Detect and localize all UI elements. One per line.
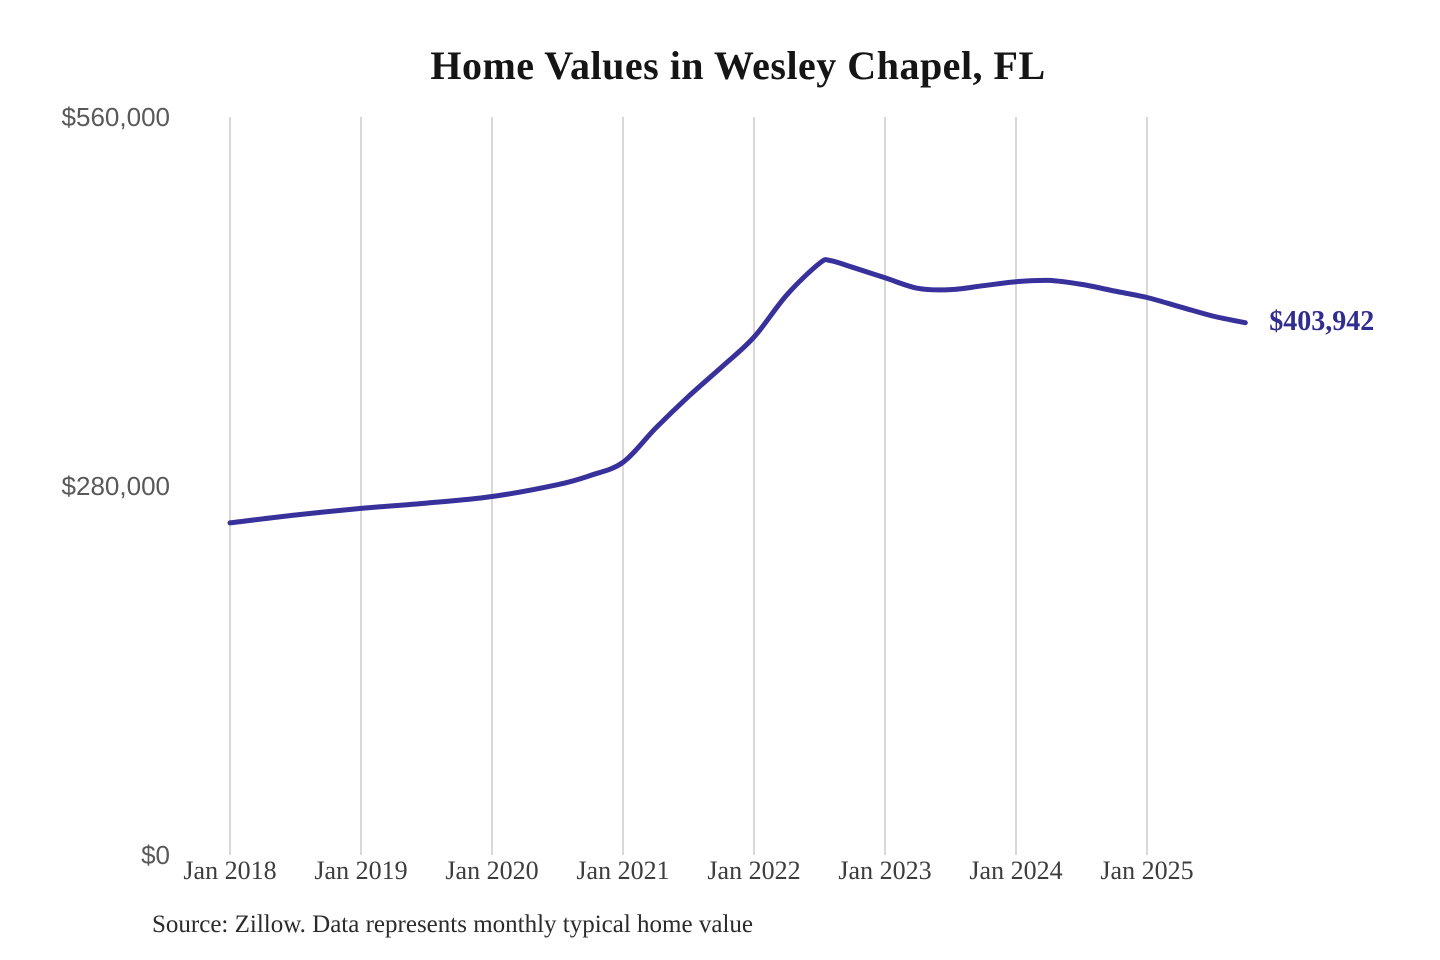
x-tick-label: Jan 2019 <box>314 856 408 885</box>
chart-title: Home Values in Wesley Chapel, FL <box>430 43 1046 88</box>
x-tick-label: Jan 2018 <box>183 856 277 885</box>
source-note: Source: Zillow. Data represents monthly … <box>152 911 753 938</box>
x-tick-label: Jan 2022 <box>707 856 801 885</box>
gridlines <box>229 117 1148 855</box>
x-tick-label: Jan 2023 <box>838 856 932 885</box>
y-tick-label: $0 <box>141 840 170 870</box>
x-tick-label: Jan 2021 <box>576 856 670 885</box>
x-tick-label: Jan 2020 <box>445 856 539 885</box>
y-tick-label: $280,000 <box>61 471 170 501</box>
latest-value-label: $403,942 <box>1269 305 1375 337</box>
x-tick-label: Jan 2025 <box>1100 856 1194 885</box>
x-tick-label: Jan 2024 <box>969 856 1063 885</box>
home-value-line <box>227 257 1248 526</box>
y-tick-label: $560,000 <box>61 102 170 132</box>
